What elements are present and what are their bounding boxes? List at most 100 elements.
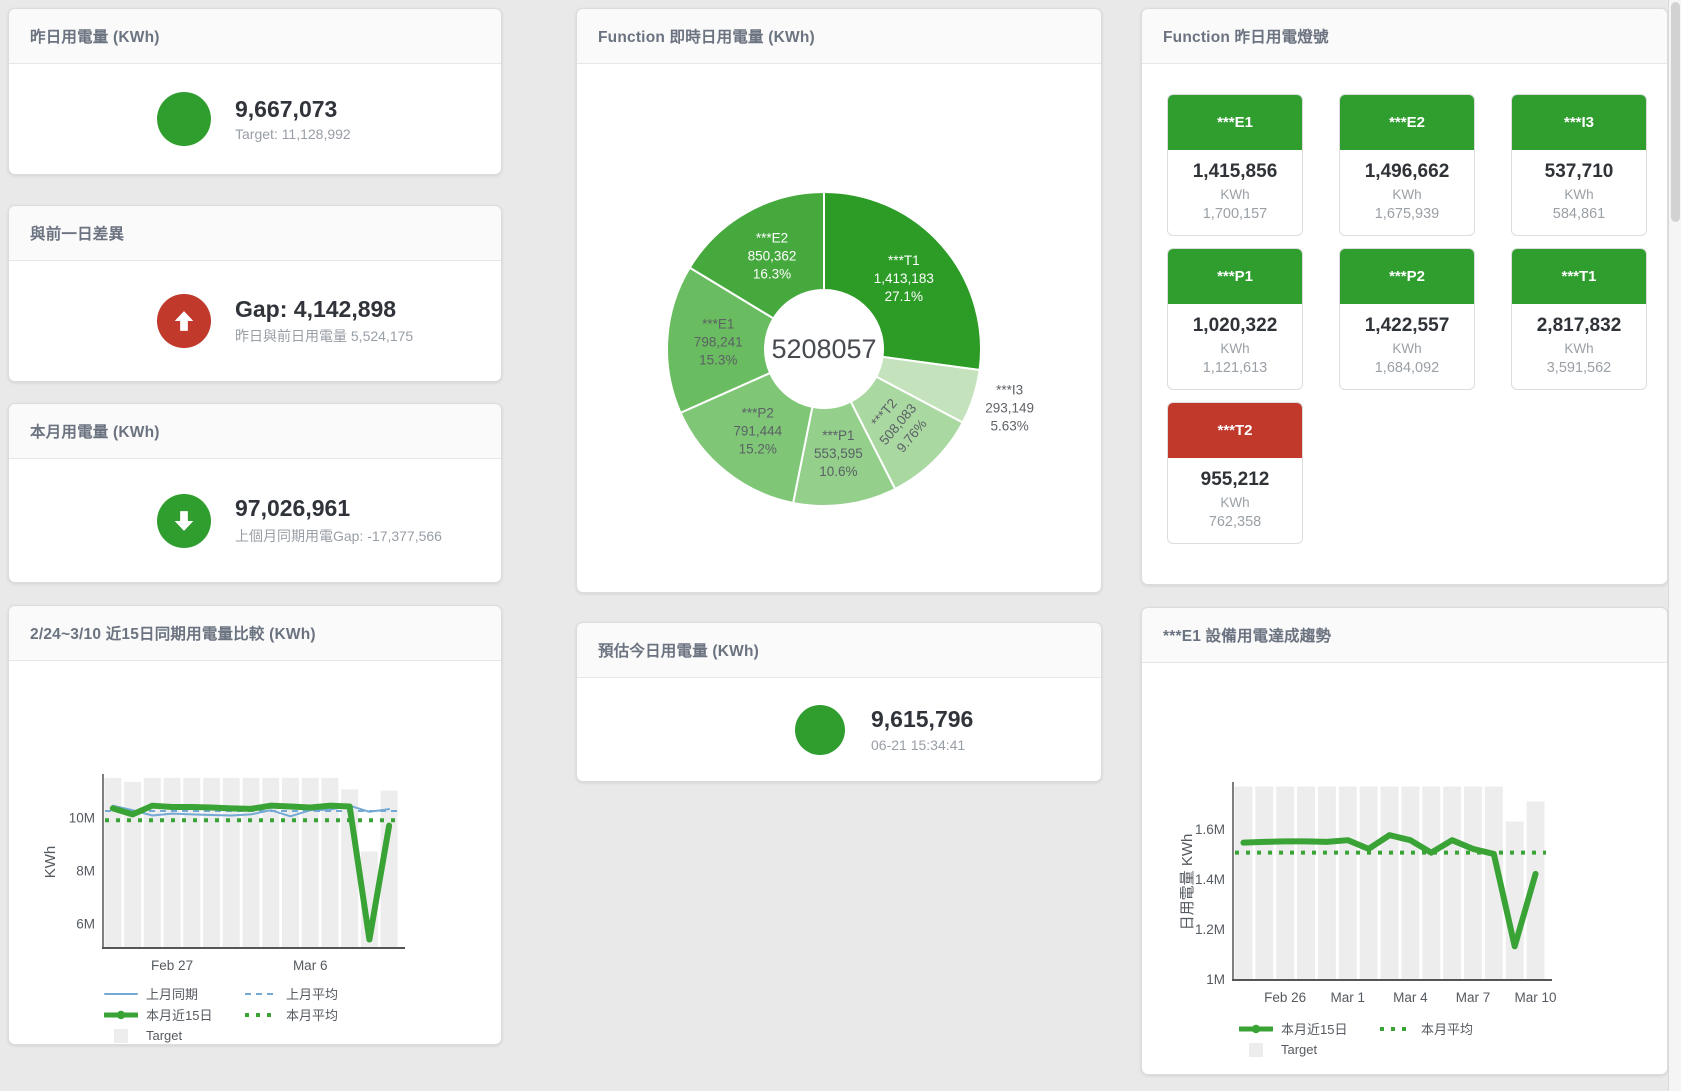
estimate-stat: 9,615,796 06-21 15:34:41 [871, 706, 973, 752]
panel-yesterday-title: 昨日用電量 (KWh) [30, 29, 160, 46]
target-bar [1401, 786, 1420, 980]
light-card-body: 1,415,856 KWh 1,700,157 [1168, 150, 1302, 235]
legend-row: 上月同期 上月平均 [104, 983, 501, 1004]
svg-text:***P1: ***P1 [822, 428, 854, 443]
legend-item[interactable]: Target [104, 1028, 244, 1043]
svg-text:***T1: ***T1 [888, 253, 920, 268]
light-card-value: 955,212 [1200, 469, 1270, 490]
legend-item[interactable]: 本月平均 [1379, 1019, 1519, 1038]
donut-slice-T1[interactable] [823, 190, 982, 372]
x-tick-label: Mar 6 [293, 958, 328, 973]
light-card-E1: ***E1 1,415,856 KWh 1,700,157 [1167, 94, 1303, 236]
light-card-target: 1,675,939 [1374, 206, 1440, 222]
panel-yesterday-body: 9,667,073 Target: 11,128,992 [9, 64, 501, 174]
y-axis-title: KWh [42, 846, 59, 879]
legend-line-swatch-icon [245, 992, 277, 995]
gap-stat: Gap: 4,142,898 昨日與前日用電量 5,524,175 [235, 296, 413, 346]
light-card-value: 1,020,322 [1192, 315, 1278, 336]
legend-item[interactable]: 本月平均 [244, 1005, 384, 1024]
svg-text:850,362: 850,362 [748, 249, 797, 264]
legend-row: Target [104, 1025, 501, 1046]
light-card-unit: KWh [1220, 341, 1250, 356]
panel-month-usage: 本月用電量 (KWh) 97,026,961 上個月同期用電Gap: -17,3… [8, 403, 502, 583]
panel-donut-header: Function 即時日用電量 (KWh) [577, 9, 1101, 64]
panel-lights-title: Function 昨日用電燈號 [1163, 29, 1329, 46]
scrollbar-track[interactable] [1668, 0, 1681, 1091]
legend-line-swatch-icon [1239, 1024, 1273, 1033]
panel-estimate-body: 9,615,796 06-21 15:34:41 [577, 678, 1101, 781]
target-bar [1422, 786, 1441, 980]
estimate-timestamp: 06-21 15:34:41 [871, 736, 966, 753]
legend-label: 本月近15日 [146, 1008, 213, 1023]
legend-item[interactable]: Target [1239, 1042, 1379, 1057]
legend-item[interactable]: 上月平均 [244, 984, 384, 1003]
light-card-unit: KWh [1564, 187, 1594, 202]
arrow-up-icon [157, 294, 211, 348]
light-card-unit: KWh [1564, 341, 1594, 356]
series-line [1240, 832, 1539, 950]
target-bar [262, 777, 280, 948]
light-card-body: 2,817,832 KWh 3,591,562 [1512, 304, 1646, 389]
light-card-header: ***E2 [1340, 95, 1474, 150]
donut-slice-E1[interactable] [666, 266, 775, 415]
y-tick-label: 10M [69, 811, 95, 826]
green-status-circle-icon [795, 704, 845, 755]
legend-square-swatch-icon [114, 1028, 128, 1043]
legend-item[interactable]: 本月近15日 [104, 1005, 244, 1024]
svg-text:798,241: 798,241 [694, 334, 743, 349]
svg-text:16.3%: 16.3% [753, 267, 791, 282]
x-tick-label: Feb 26 [1264, 990, 1306, 1005]
panel-gap-prev-day: 與前一日差異 Gap: 4,142,898 昨日與前日用電量 5,524,175 [8, 205, 502, 382]
legend-label: 本月平均 [286, 1008, 339, 1023]
legend-label: 上月平均 [286, 987, 339, 1002]
panel-month-title: 本月用電量 (KWh) [30, 424, 160, 441]
legend-item[interactable]: 上月同期 [104, 984, 244, 1003]
scrollbar-thumb[interactable] [1671, 2, 1680, 222]
light-card-value: 2,817,832 [1536, 315, 1622, 336]
light-card-target: 762,358 [1208, 514, 1262, 530]
panel-e1trend-title: ***E1 設備用電達成趨勢 [1163, 628, 1332, 645]
svg-text:***E2: ***E2 [756, 231, 788, 246]
legend-line-swatch-icon [245, 1012, 277, 1017]
light-card-value: 537,710 [1544, 161, 1614, 182]
legend-label: 上月同期 [146, 987, 199, 1002]
light-card-body: 1,496,662 KWh 1,675,939 [1340, 150, 1474, 235]
light-card-target: 1,121,613 [1202, 360, 1268, 376]
legend-label: Target [146, 1028, 183, 1043]
panel-compare15-header: 2/24~3/10 近15日同期用電量比較 (KWh) [9, 606, 501, 661]
legend-square-swatch-icon [1249, 1042, 1263, 1057]
panel-gap-body: Gap: 4,142,898 昨日與前日用電量 5,524,175 [9, 261, 501, 381]
legend-item[interactable]: 本月近15日 [1239, 1019, 1379, 1038]
x-tick-label: Mar 4 [1393, 990, 1428, 1005]
light-card-value: 1,496,662 [1364, 161, 1450, 182]
panel-estimate-title: 預估今日用電量 (KWh) [598, 643, 760, 660]
panel-donut-title: Function 即時日用電量 (KWh) [598, 29, 815, 46]
donut-label-E1: ***E1 798,241 15.3% [694, 316, 743, 367]
light-card-unit: KWh [1392, 187, 1422, 202]
legend-label: Target [1281, 1042, 1318, 1057]
month-subtitle: 上個月同期用電Gap: -17,377,566 [235, 527, 442, 544]
donut-slice-P2[interactable] [679, 371, 814, 505]
svg-text:15.2%: 15.2% [739, 442, 777, 457]
yesterday-stat: 9,667,073 Target: 11,128,992 [235, 96, 351, 142]
light-card-unit: KWh [1220, 187, 1250, 202]
target-bar [1255, 786, 1274, 980]
light-card-header: ***T2 [1168, 403, 1302, 458]
yesterday-value: 9,667,073 [235, 95, 338, 122]
donut-slice-E2[interactable] [688, 190, 825, 320]
svg-text:***I3: ***I3 [996, 383, 1023, 398]
panel-gap-title: 與前一日差異 [30, 226, 125, 243]
legend-row: 本月近15日 本月平均 [1239, 1018, 1667, 1039]
light-card-value: 1,422,557 [1364, 315, 1450, 336]
target-bar [1526, 801, 1545, 980]
x-tick-label: Feb 27 [151, 958, 193, 973]
donut-label-T1: ***T1 1,413,183 27.1% [874, 253, 934, 304]
e1trend-legend: 本月近15日 本月平均 Target [1239, 1018, 1667, 1060]
target-bar [203, 777, 221, 948]
light-card-I3: ***I3 537,710 KWh 584,861 [1511, 94, 1647, 236]
light-card-body: 1,020,322 KWh 1,121,613 [1168, 304, 1302, 389]
donut-label-P1: ***P1 553,595 10.6% [814, 428, 863, 479]
light-card-target: 3,591,562 [1546, 360, 1612, 376]
panel-month-body: 97,026,961 上個月同期用電Gap: -17,377,566 [9, 459, 501, 582]
target-bar [1317, 786, 1336, 980]
